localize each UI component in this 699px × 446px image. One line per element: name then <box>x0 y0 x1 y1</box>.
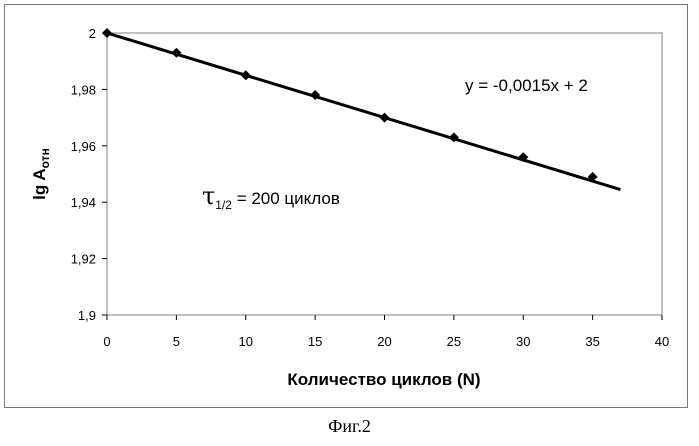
x-tick-label: 35 <box>585 334 599 349</box>
equation-label: y = -0,0015x + 2 <box>465 76 588 95</box>
y-tick-label: 1,94 <box>71 195 96 210</box>
y-tick-label: 1,96 <box>71 139 96 154</box>
x-tick-label: 40 <box>655 334 669 349</box>
y-tick-label: 1,9 <box>78 308 96 323</box>
y-tick-label: 2 <box>89 26 96 41</box>
y-axis-title: lg Aотн <box>30 148 52 200</box>
y-axis-title-sub: отн <box>38 148 52 168</box>
y-axis-title-main: lg A <box>30 168 49 199</box>
x-tick-label: 25 <box>447 334 461 349</box>
y-axis-ticks: 1,9 1,92 1,94 1,96 1,98 2 <box>71 26 107 323</box>
half-life-subscript: 1/2 <box>215 198 232 212</box>
x-axis-title: Количество циклов (N) <box>287 370 480 389</box>
x-tick-label: 5 <box>173 334 180 349</box>
x-tick-label: 10 <box>239 334 253 349</box>
x-tick-label: 20 <box>377 334 391 349</box>
figure-caption: Фиг.2 <box>0 416 699 437</box>
half-life-symbol: τ <box>202 182 215 210</box>
half-life-text: = 200 циклов <box>232 189 340 208</box>
chart: 1,9 1,92 1,94 1,96 1,98 2 0 5 10 15 20 25 30 35 40 y … <box>0 0 699 410</box>
x-tick-label: 0 <box>103 334 110 349</box>
x-axis-ticks: 0 5 10 15 20 25 30 35 40 <box>103 315 669 349</box>
y-tick-label: 1,92 <box>71 252 96 267</box>
y-tick-label: 1,98 <box>71 82 96 97</box>
x-tick-label: 30 <box>516 334 530 349</box>
x-tick-label: 15 <box>308 334 322 349</box>
